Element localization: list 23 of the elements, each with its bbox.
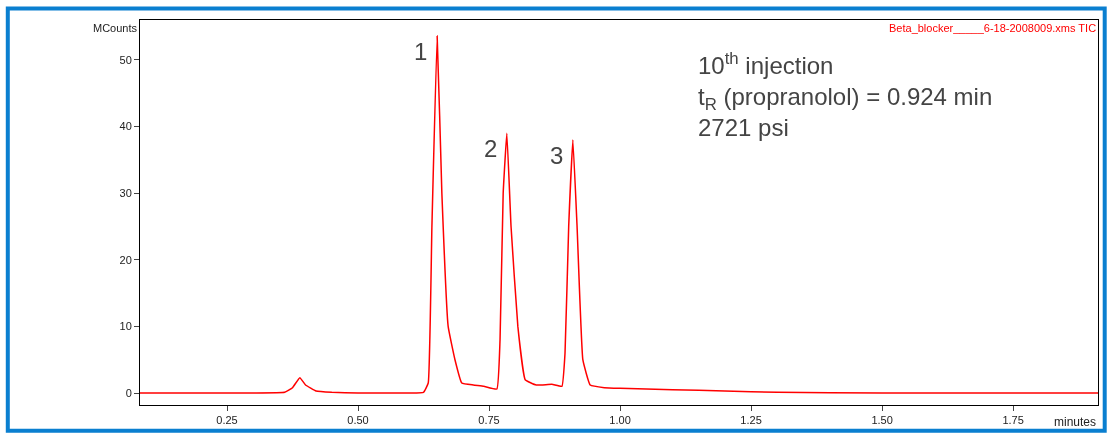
y-tick-label: 40 [119, 120, 132, 133]
x-tick-label: 1.25 [740, 414, 762, 427]
x-tick-label: 0.50 [347, 414, 369, 427]
x-axis-title: minutes [1054, 415, 1097, 429]
y-tick-label: 50 [119, 53, 132, 66]
x-tick-label: 1.50 [871, 414, 893, 427]
y-tick-label: 0 [125, 386, 132, 399]
y-tick-label: 20 [119, 253, 132, 266]
x-tick-label: 1.75 [1002, 414, 1024, 427]
y-tick-label: 10 [119, 320, 132, 333]
x-tick-label: 0.75 [478, 414, 500, 427]
y-tick-label: 30 [119, 187, 132, 200]
x-tick-label: 0.25 [216, 414, 238, 427]
annotation: t$_{R}$ (propranolol) = 0.924 min [698, 83, 993, 115]
annotation: 10$^{th}$ injection [698, 49, 834, 80]
x-tick-label: 1.00 [609, 414, 631, 427]
annotation: 2 [484, 135, 498, 162]
annotation: 1 [414, 38, 428, 65]
annotation: 2721 psi [698, 114, 789, 142]
chart-title: Beta_blocker_____6-18-2008009.xms TIC [889, 22, 1097, 34]
y-axis-title: MCounts [93, 22, 138, 34]
line-series [140, 35, 1098, 394]
annotation: 3 [550, 142, 564, 169]
